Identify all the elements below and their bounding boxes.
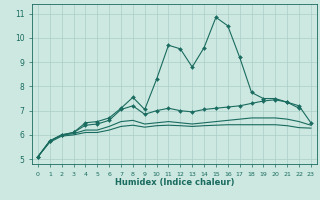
X-axis label: Humidex (Indice chaleur): Humidex (Indice chaleur) xyxy=(115,178,234,187)
